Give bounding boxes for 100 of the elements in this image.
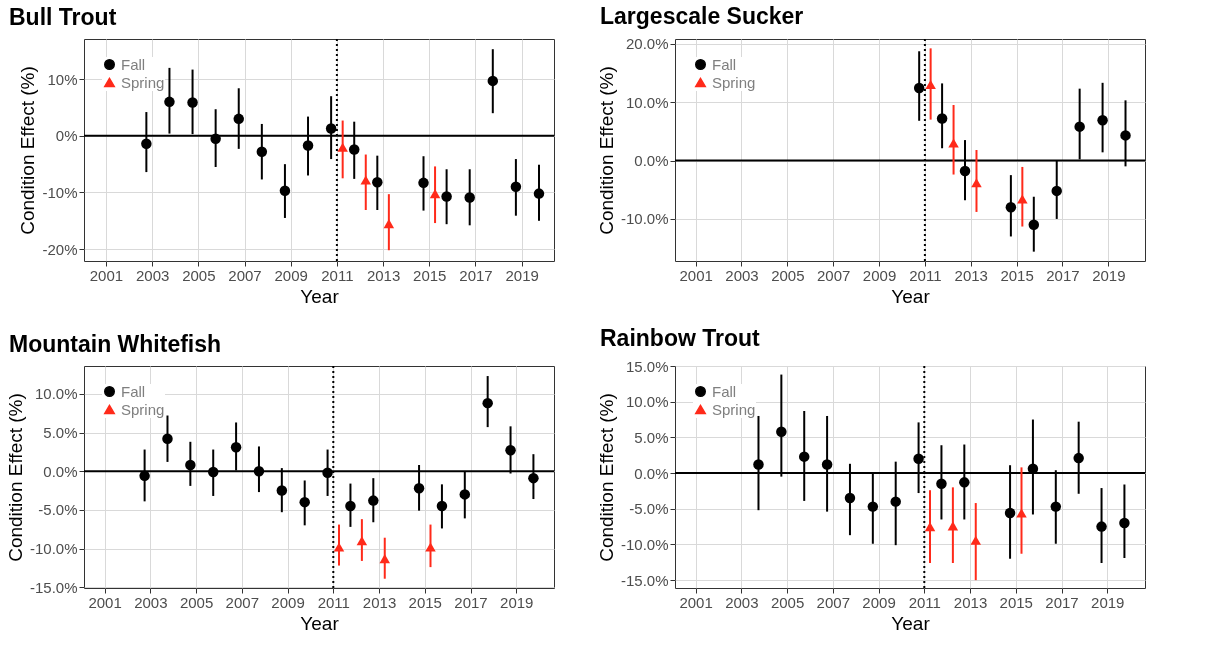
point <box>418 177 429 189</box>
point <box>970 535 981 545</box>
point <box>487 75 499 87</box>
x-tick-label: 2001 <box>88 593 122 611</box>
point <box>1074 121 1085 132</box>
point <box>1017 194 1028 204</box>
point <box>959 165 971 177</box>
point <box>1004 507 1016 519</box>
x-tick-label: 2001 <box>679 266 713 284</box>
x-tick-label: 2011 <box>908 593 941 611</box>
point <box>925 80 936 90</box>
point <box>441 191 452 202</box>
y-tick-label: -5.0% <box>629 500 669 518</box>
x-tick-label: 2003 <box>135 266 170 284</box>
y-tick-label: 10.0% <box>625 393 669 411</box>
y-tick-label: -10.0% <box>620 210 669 228</box>
y-axis-title: Condition Effect (%) <box>4 393 26 562</box>
point <box>372 177 383 188</box>
point <box>844 492 856 504</box>
point <box>141 138 152 149</box>
point <box>253 465 265 477</box>
point <box>233 113 244 125</box>
point <box>256 146 268 157</box>
point <box>1073 452 1084 464</box>
x-axis-title: Year <box>300 285 340 307</box>
point <box>356 536 368 546</box>
x-tick-label: 2013 <box>362 593 397 611</box>
x-tick-label: 2011 <box>317 593 350 611</box>
y-tick-label: 10% <box>47 70 78 88</box>
point <box>302 140 314 151</box>
point <box>360 175 372 185</box>
point <box>230 441 242 453</box>
point <box>753 459 764 470</box>
point <box>867 501 879 512</box>
point <box>337 142 348 152</box>
point <box>1096 521 1107 532</box>
y-tick-label: 0% <box>55 127 78 145</box>
point <box>1005 202 1017 213</box>
point <box>379 554 390 564</box>
x-tick-label: 2011 <box>909 266 942 284</box>
point <box>459 489 471 500</box>
point <box>821 459 833 470</box>
point <box>464 192 475 203</box>
point <box>533 188 545 199</box>
chart-title: Mountain Whitefish <box>9 331 222 357</box>
y-tick-label: -5.0% <box>38 501 78 519</box>
x-tick-label: 2015 <box>999 593 1033 611</box>
y-tick-label: -20% <box>42 240 78 258</box>
legend-label: Spring <box>712 73 756 91</box>
point <box>1028 219 1040 231</box>
y-tick-label: 10.0% <box>625 93 669 111</box>
point <box>368 495 379 506</box>
point <box>207 466 219 478</box>
y-axis-title: Condition Effect (%) <box>595 393 617 562</box>
point <box>325 123 337 134</box>
point <box>528 472 539 484</box>
point <box>913 82 925 94</box>
point <box>936 478 947 490</box>
point <box>299 496 310 508</box>
point <box>1119 517 1130 529</box>
y-tick-label: -15.0% <box>29 578 78 596</box>
chart-title: Largescale Sucker <box>600 2 804 29</box>
y-tick-label: 0.0% <box>634 152 669 170</box>
point <box>187 97 198 108</box>
x-tick-label: 2005 <box>770 593 805 611</box>
x-tick-label: 2019 <box>1091 593 1125 611</box>
x-tick-label: 2011 <box>321 266 354 284</box>
x-tick-label: 2005 <box>182 266 216 284</box>
point <box>947 521 959 531</box>
point <box>276 485 288 496</box>
y-tick-label: 5.0% <box>43 424 78 442</box>
x-tick-label: 2005 <box>771 266 805 284</box>
x-tick-label: 2017 <box>459 266 493 284</box>
x-tick-label: 2005 <box>179 593 214 611</box>
x-tick-label: 2009 <box>274 266 308 284</box>
y-tick-label: 15.0% <box>625 357 669 375</box>
x-tick-label: 2013 <box>953 593 988 611</box>
y-axis-title: Condition Effect (%) <box>595 66 617 235</box>
point <box>425 542 436 552</box>
x-axis-title: Year <box>300 612 340 634</box>
y-tick-label: -10.0% <box>620 535 669 553</box>
point <box>322 467 333 478</box>
x-tick-label: 2013 <box>366 266 401 284</box>
x-tick-label: 2003 <box>134 593 168 611</box>
point <box>162 433 173 444</box>
point <box>936 113 948 124</box>
point <box>210 133 221 144</box>
point <box>413 482 425 494</box>
legend-label: Spring <box>121 73 165 91</box>
point <box>913 453 924 465</box>
point <box>164 96 175 108</box>
point <box>1120 130 1131 141</box>
y-tick-label: 0.0% <box>43 462 78 480</box>
point <box>776 426 787 437</box>
x-tick-label: 2009 <box>271 593 305 611</box>
point <box>345 500 356 512</box>
legend-label: Spring <box>712 400 756 418</box>
x-tick-label: 2019 <box>500 593 534 611</box>
x-tick-label: 2001 <box>89 266 124 284</box>
y-tick-label: 20.0% <box>625 35 669 53</box>
